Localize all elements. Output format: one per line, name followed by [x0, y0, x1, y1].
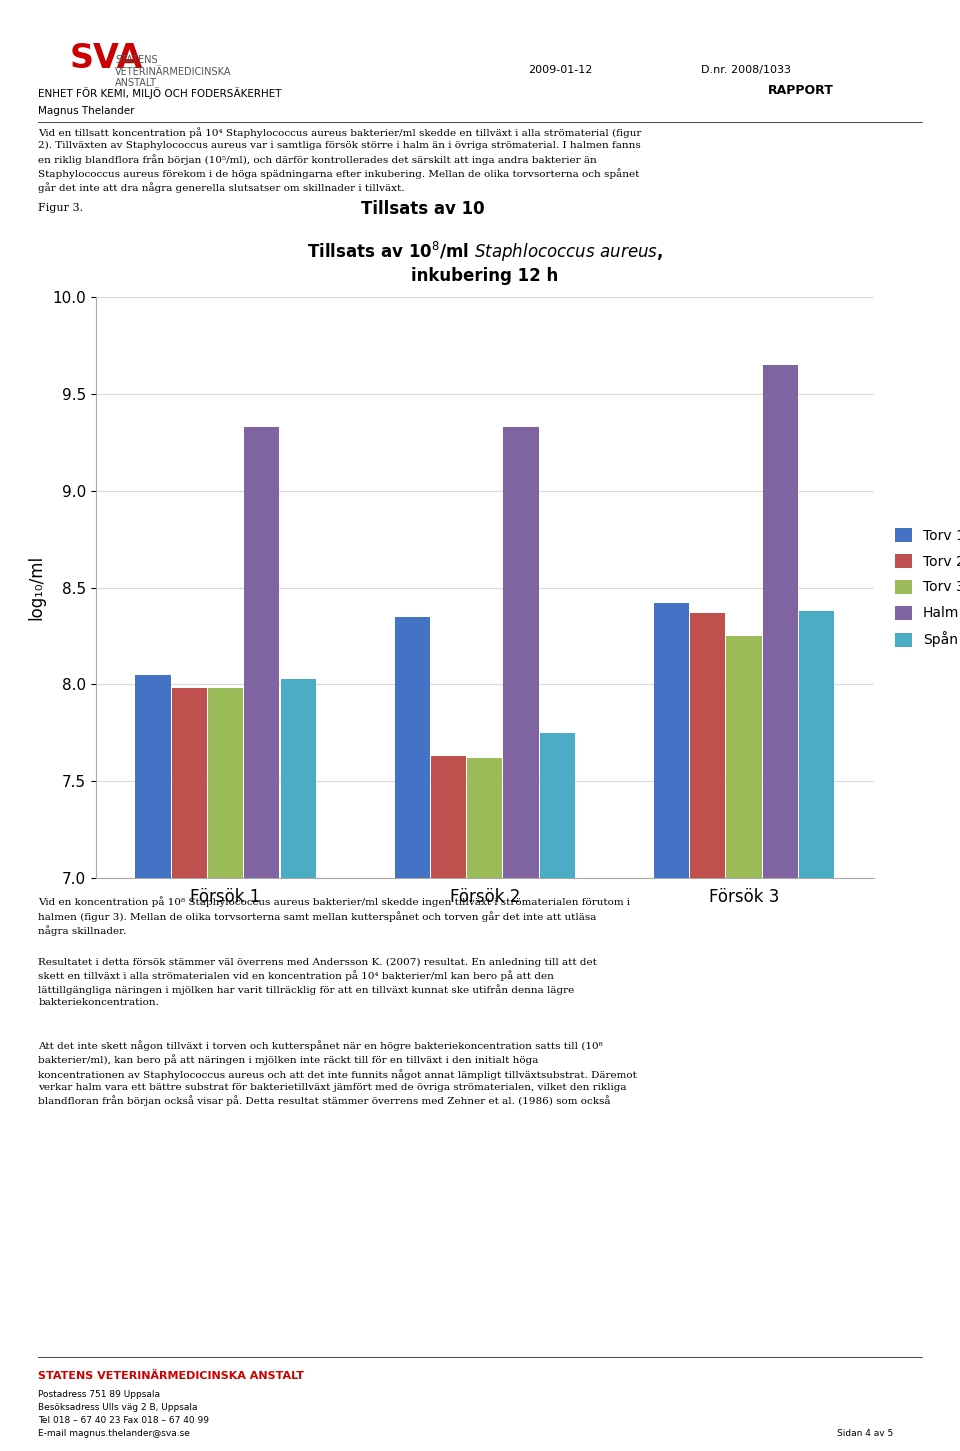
Text: STATENS
VETERINÄRMEDICINSKA
ANSTALT: STATENS VETERINÄRMEDICINSKA ANSTALT [115, 55, 231, 89]
Y-axis label: log₁₀/ml: log₁₀/ml [28, 556, 45, 620]
Bar [244, 427, 279, 878]
Text: Besöksadress Ulls väg 2 B, Uppsala: Besöksadress Ulls väg 2 B, Uppsala [38, 1403, 198, 1412]
Text: Vid en tillsatt koncentration på 10⁴ Staphylococcus aureus bakterier/ml skedde e: Vid en tillsatt koncentration på 10⁴ Sta… [38, 128, 642, 193]
Title: Tillsats av 10$^{8}$/ml $\it{Staphlococcus\ aureus}$,
inkubering 12 h: Tillsats av 10$^{8}$/ml $\it{Staphlococc… [307, 239, 662, 284]
Text: D.nr. 2008/1033: D.nr. 2008/1033 [701, 65, 791, 75]
Text: Resultatet i detta försök stämmer väl överrens med Andersson K. (2007) resultat.: Resultatet i detta försök stämmer väl öv… [38, 958, 597, 1007]
Text: 2009-01-12: 2009-01-12 [528, 65, 592, 75]
Text: ENHET FÖR KEMI, MILJÖ OCH FODERSÄKERHET: ENHET FÖR KEMI, MILJÖ OCH FODERSÄKERHET [38, 87, 282, 99]
Text: Att det inte skett någon tillväxt i torven och kutterspånet när en högre bakteri: Att det inte skett någon tillväxt i torv… [38, 1040, 637, 1106]
Text: Magnus Thelander: Magnus Thelander [38, 106, 135, 116]
Bar [135, 675, 171, 878]
Bar [280, 679, 316, 878]
Text: Postadress 751 89 Uppsala: Postadress 751 89 Uppsala [38, 1390, 160, 1399]
Bar [762, 366, 798, 878]
Bar [172, 688, 207, 878]
Text: Vid en koncentration på 10⁸ Staphylococcus aureus bakterier/ml skedde ingen till: Vid en koncentration på 10⁸ Staphylococc… [38, 897, 631, 936]
Bar [503, 427, 539, 878]
Text: RAPPORT: RAPPORT [768, 84, 834, 97]
Bar [799, 611, 834, 878]
Text: Figur 3.: Figur 3. [38, 203, 84, 213]
Bar [690, 612, 726, 878]
Bar [395, 617, 430, 878]
Text: E-mail magnus.thelander@sva.se: E-mail magnus.thelander@sva.se [38, 1429, 190, 1438]
Legend: Torv 1, Torv 2, Torv 3, Halm, Spån: Torv 1, Torv 2, Torv 3, Halm, Spån [888, 521, 960, 654]
Text: STATENS VETERINÄRMEDICINSKA ANSTALT: STATENS VETERINÄRMEDICINSKA ANSTALT [38, 1371, 304, 1381]
Text: SVA: SVA [70, 42, 143, 74]
Bar [727, 636, 761, 878]
Bar [540, 733, 575, 878]
Bar [468, 757, 502, 878]
Bar [208, 688, 243, 878]
Text: Tel 018 – 67 40 23 Fax 018 – 67 40 99: Tel 018 – 67 40 23 Fax 018 – 67 40 99 [38, 1416, 209, 1425]
Text: Tillsats av 10: Tillsats av 10 [361, 200, 485, 218]
Bar [431, 756, 467, 878]
Text: Sidan 4 av 5: Sidan 4 av 5 [836, 1429, 893, 1438]
Bar [654, 604, 689, 878]
